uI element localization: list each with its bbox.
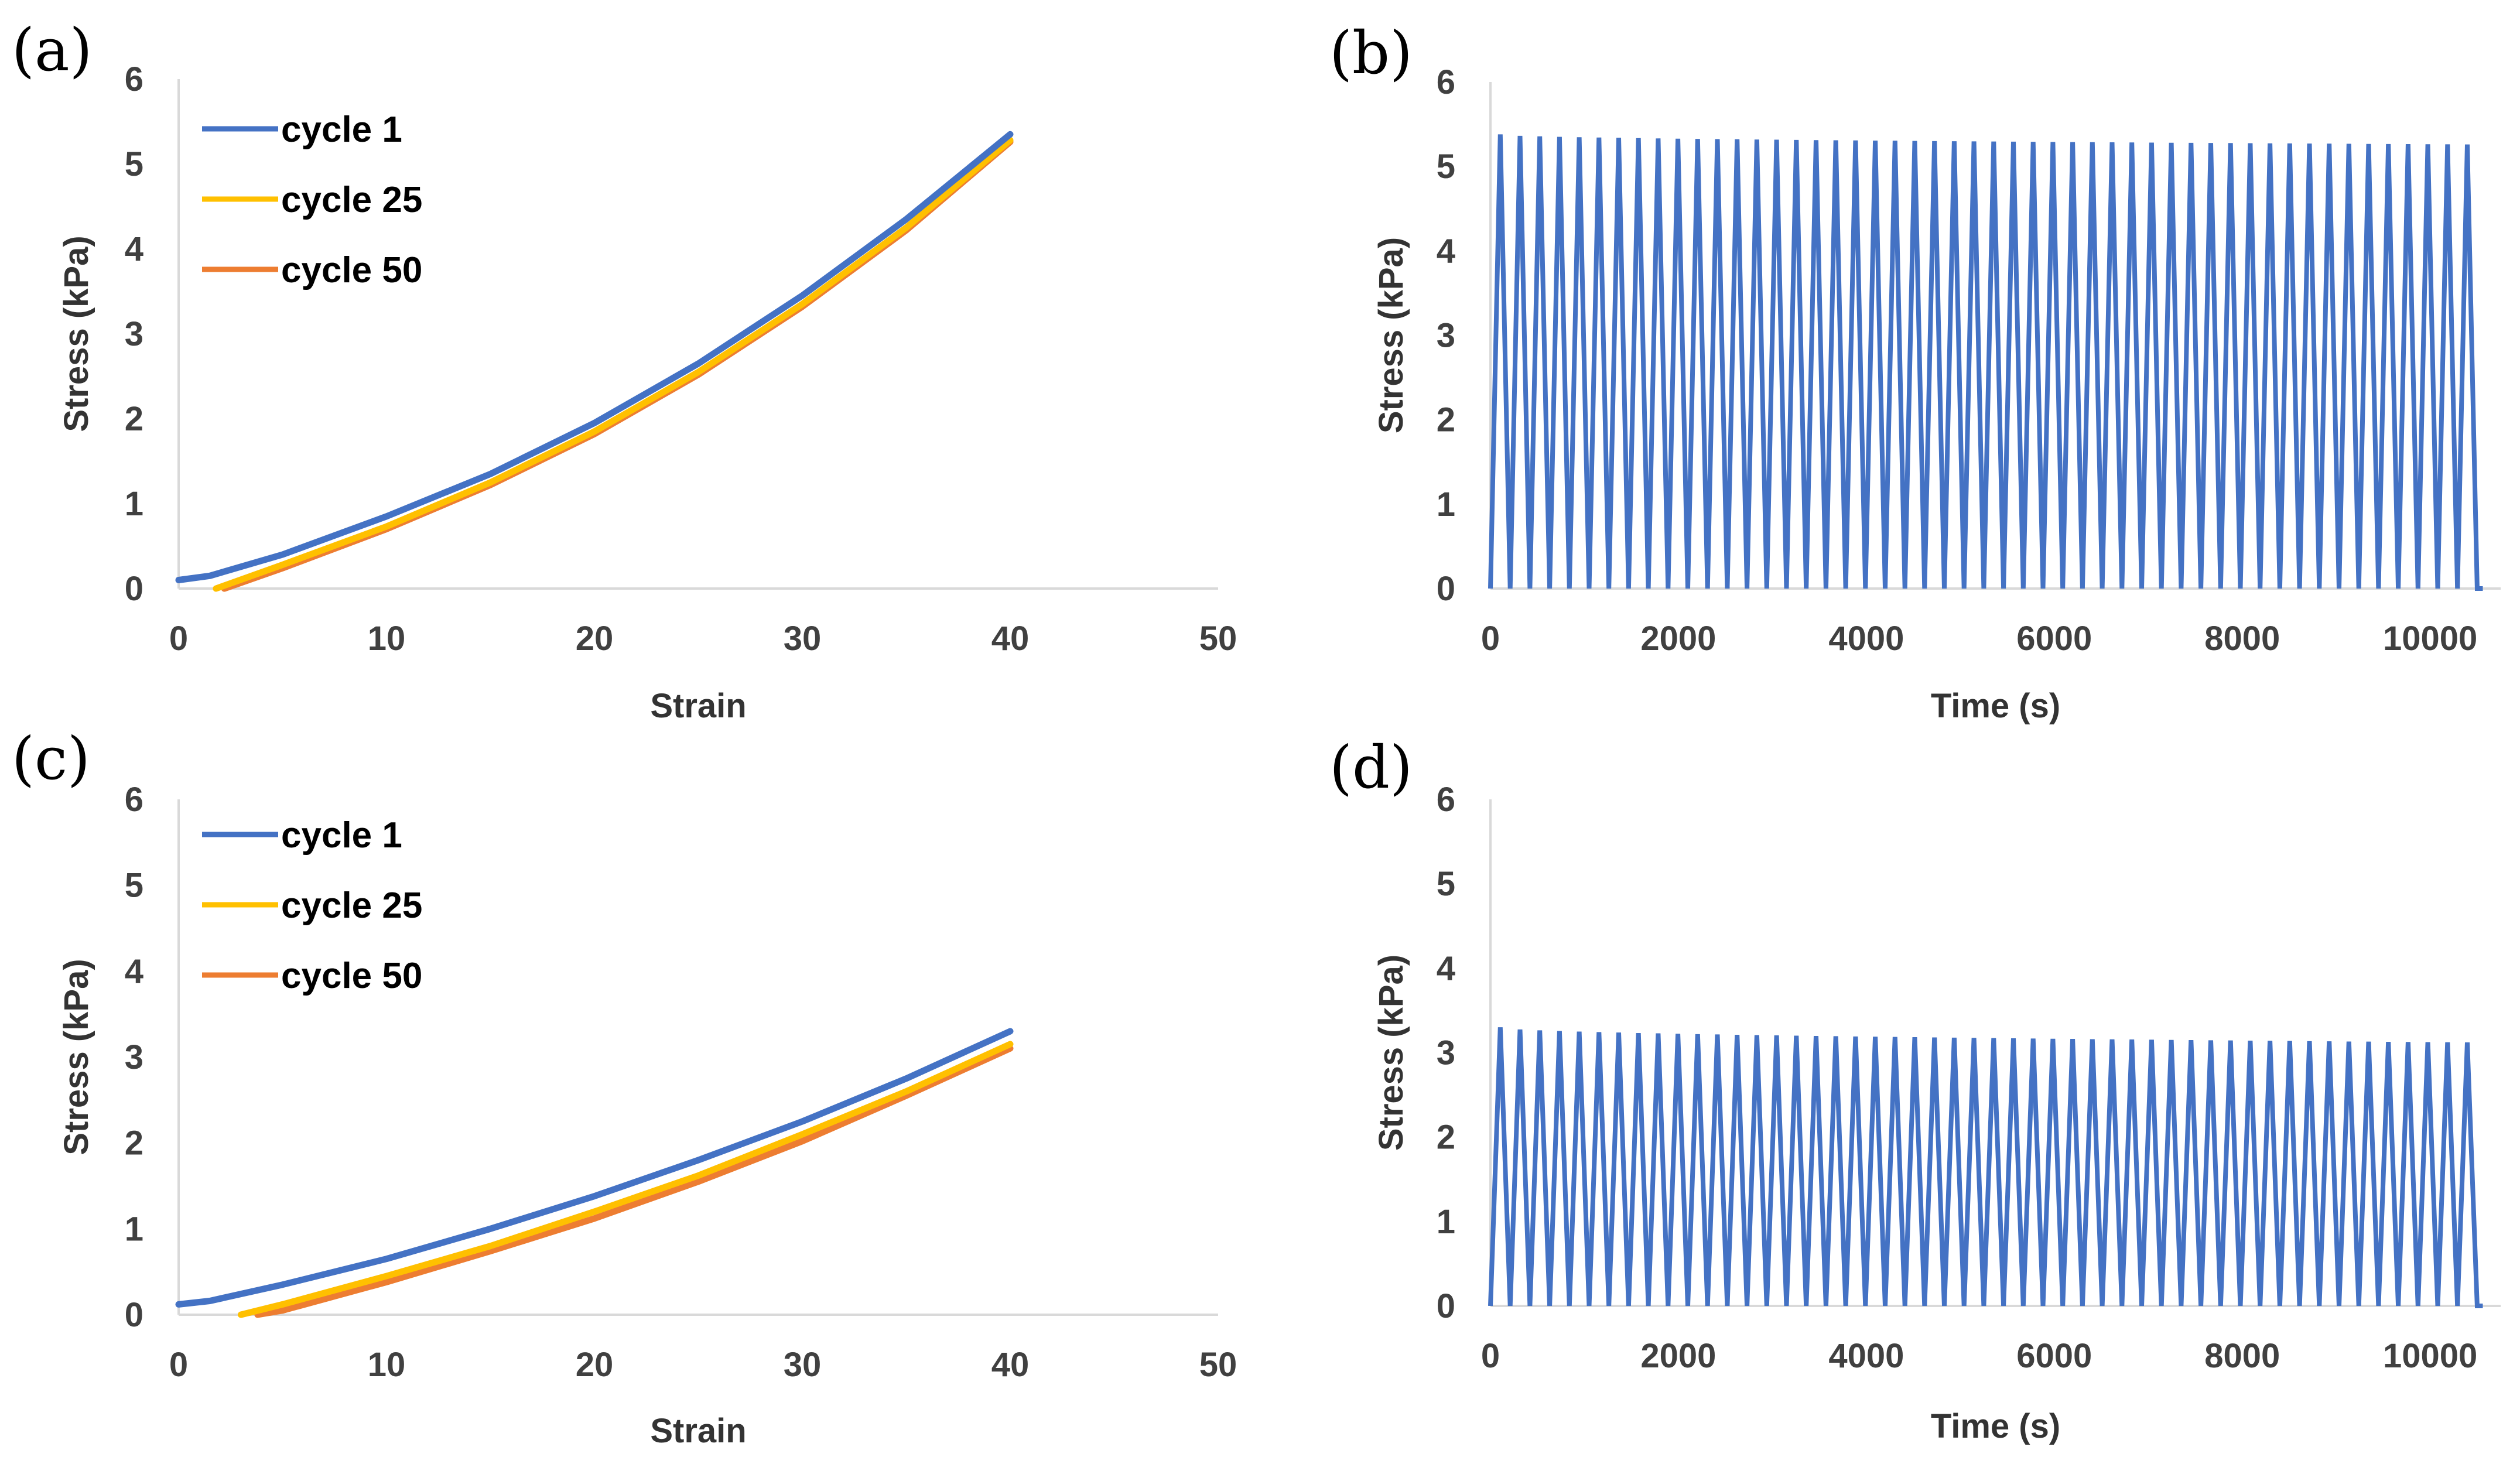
legend-label-cycle-50: cycle 50 — [281, 250, 422, 290]
series-line-stress — [1488, 1027, 2483, 1308]
y-axis-title: Stress (kPa) — [57, 235, 95, 432]
series-line-cycle-25 — [213, 136, 1014, 592]
y-tick-label: 5 — [125, 867, 143, 905]
series-line-cycle-1 — [175, 131, 1014, 583]
x-tick-label: 6000 — [2016, 620, 2092, 658]
y-tick-label: 6 — [1437, 781, 1455, 819]
y-tick-label: 6 — [125, 60, 143, 98]
y-tick-label: 0 — [125, 1296, 143, 1334]
x-tick-label: 50 — [1199, 1346, 1237, 1384]
x-tick-label: 20 — [576, 620, 614, 658]
y-tick-label: 1 — [125, 485, 143, 523]
y-tick-label: 2 — [125, 400, 143, 438]
y-tick-label: 5 — [125, 145, 143, 183]
y-tick-label: 4 — [1437, 232, 1455, 270]
y-axis-title: Stress (kPa) — [57, 959, 95, 1155]
legend-label-cycle-25: cycle 25 — [281, 885, 422, 926]
y-tick-label: 5 — [1437, 865, 1455, 903]
y-tick-label: 3 — [1437, 317, 1455, 355]
panel-d: (d) 0 1 2 3 4 5 6 0 2000 4000 6000 8000 10000 Time (s)… — [1329, 733, 2501, 1445]
y-tick-label: 5 — [1437, 148, 1455, 186]
y-tick-label: 2 — [125, 1124, 143, 1162]
panel-label: (c) — [12, 724, 90, 793]
y-tick-label: 4 — [125, 952, 143, 990]
x-tick-label: 4000 — [1828, 1337, 1904, 1375]
panel-label: (d) — [1329, 733, 1413, 802]
x-tick-label: 30 — [784, 1346, 822, 1384]
x-tick-label: 40 — [991, 620, 1030, 658]
x-axis-title: Time (s) — [1931, 1407, 2060, 1445]
y-tick-label: 6 — [1437, 63, 1455, 101]
series-line-cycle-1 — [175, 1028, 1014, 1308]
panel-a: (a) 0 1 2 3 4 5 6 0 10 20 30 40 50 Strain Stress (kPa) c… — [12, 16, 1237, 725]
x-axis-title: Strain — [650, 687, 746, 725]
series-line-cycle-25 — [238, 1041, 1014, 1318]
x-tick-label: 10000 — [2383, 620, 2477, 658]
y-tick-label: 0 — [1437, 570, 1455, 608]
panel-label: (a) — [12, 16, 93, 84]
y-tick-label: 2 — [1437, 1119, 1455, 1157]
x-tick-label: 20 — [576, 1346, 614, 1384]
series-line-cycle-50 — [254, 1045, 1014, 1318]
y-tick-label: 0 — [125, 570, 143, 608]
x-axis-title: Time (s) — [1931, 687, 2060, 725]
x-tick-label: 10 — [368, 1346, 406, 1384]
x-tick-label: 50 — [1199, 620, 1237, 658]
legend-label-cycle-1: cycle 1 — [281, 815, 402, 856]
y-tick-label: 3 — [125, 315, 143, 353]
x-tick-label: 10000 — [2383, 1337, 2477, 1375]
y-tick-label: 2 — [1437, 401, 1455, 439]
panel-c: (c) 0 1 2 3 4 5 6 0 10 20 30 40 50 Strain Stress (kPa) c… — [12, 724, 1237, 1450]
y-tick-label: 1 — [1437, 485, 1455, 524]
x-tick-label: 8000 — [2204, 620, 2280, 658]
series-line-stress — [1488, 134, 2483, 591]
x-tick-label: 30 — [784, 620, 822, 658]
x-tick-label: 0 — [1481, 1337, 1500, 1375]
legend-label-cycle-1: cycle 1 — [281, 110, 402, 150]
y-tick-label: 4 — [1437, 949, 1455, 987]
legend-label-cycle-50: cycle 50 — [281, 956, 422, 996]
x-tick-label: 0 — [1481, 620, 1500, 658]
y-tick-label: 1 — [125, 1210, 143, 1248]
y-tick-label: 6 — [125, 781, 143, 819]
y-tick-label: 4 — [125, 230, 143, 268]
x-tick-label: 0 — [169, 620, 188, 658]
y-axis-title: Stress (kPa) — [1372, 237, 1410, 433]
y-axis-title: Stress (kPa) — [1372, 955, 1410, 1151]
x-tick-label: 2000 — [1640, 1337, 1716, 1375]
y-tick-label: 0 — [1437, 1287, 1455, 1325]
y-tick-label: 3 — [1437, 1034, 1455, 1072]
panel-label: (b) — [1329, 19, 1413, 87]
x-tick-label: 0 — [169, 1346, 188, 1384]
x-tick-label: 2000 — [1640, 620, 1716, 658]
x-tick-label: 40 — [991, 1346, 1030, 1384]
x-tick-label: 8000 — [2204, 1337, 2280, 1375]
x-axis-title: Strain — [650, 1412, 746, 1450]
panel-b: (b) 0 1 2 3 4 5 6 0 2000 4000 6000 8000 10000 Time (s)… — [1329, 19, 2501, 725]
y-tick-label: 3 — [125, 1038, 143, 1076]
legend-label-cycle-25: cycle 25 — [281, 180, 422, 220]
x-tick-label: 10 — [368, 620, 406, 658]
y-tick-label: 1 — [1437, 1203, 1455, 1241]
x-tick-label: 6000 — [2016, 1337, 2092, 1375]
x-tick-label: 4000 — [1828, 620, 1904, 658]
